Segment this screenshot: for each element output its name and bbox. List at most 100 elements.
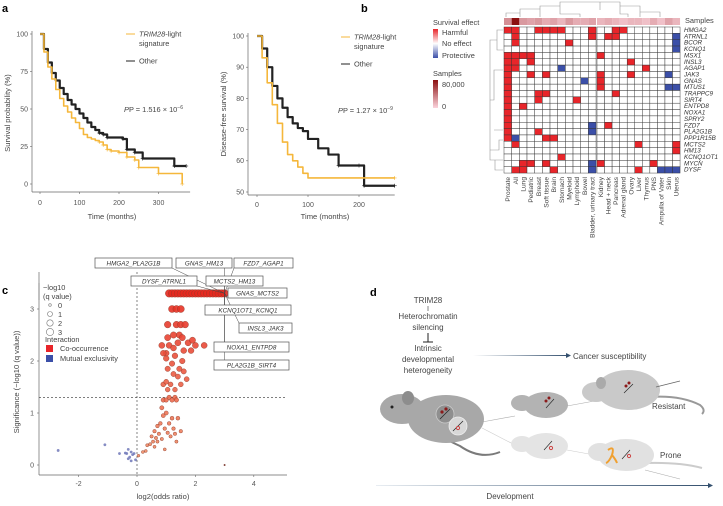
interaction-label: HMGA2_PLA2G1B [107, 260, 161, 267]
co-occurrence-point [158, 342, 166, 349]
samples-cell [619, 18, 628, 25]
heatmap-cell [596, 96, 605, 104]
heatmap-cell [572, 115, 581, 123]
heatmap-cell [619, 128, 628, 136]
panel-label-d: d [370, 287, 377, 299]
heatmap-cell [611, 134, 620, 142]
size-label-0: 0 [58, 301, 62, 310]
samples-cell [573, 18, 581, 25]
heatmap-cell [611, 153, 620, 161]
heterogeneity-label-2: developmental [402, 355, 454, 364]
cancer-type-label: Uterus [674, 176, 681, 196]
interaction-label-box [238, 322, 293, 334]
heatmap-cell [534, 141, 543, 148]
heatmap-cell [557, 122, 566, 129]
co-occurrence-point [162, 426, 167, 431]
interaction-label: PLA2G1B_SIRT4 [227, 362, 277, 369]
heatmap-cell [672, 90, 681, 98]
heatmap-cell [642, 96, 651, 104]
legend-label-light-line2: signature [139, 39, 169, 48]
heatmap-cell [549, 128, 558, 136]
heatmap-cell [619, 71, 628, 79]
interaction-label: GNAS_HM13 [185, 260, 224, 267]
heatmap-cell [549, 58, 558, 66]
heatmap-cell [519, 166, 528, 174]
heatmap-cell [657, 147, 666, 155]
heatmap-cell [619, 134, 628, 142]
heatmap-cell [588, 109, 597, 117]
heatmap-cell [503, 122, 512, 129]
heatmap-cell [604, 33, 613, 40]
heatmap-cell [611, 45, 620, 53]
heatmap-cell [549, 122, 558, 129]
heatmap-cell [572, 83, 581, 91]
co-occurrence-point [154, 436, 158, 440]
heatmap-cell [657, 141, 666, 148]
samples-cell [534, 18, 543, 25]
heatmap-cell [580, 160, 589, 167]
heatmap-cell [572, 141, 581, 148]
heatmap-cell [580, 26, 589, 34]
samples-cell [542, 18, 551, 25]
heatmap-cell [519, 58, 528, 66]
heatmap-cell [649, 71, 658, 79]
heatmap-cell [557, 52, 566, 59]
dendrogram-left [489, 29, 503, 171]
heatmap-cell [611, 128, 620, 136]
co-occurrence-point [173, 397, 179, 403]
cancer-type-label: Skin [666, 177, 673, 190]
heatmap-cell [526, 109, 535, 117]
heatmap-cell [557, 134, 566, 142]
gene-label: AGAP1 [683, 65, 705, 72]
co-occurrence-point [175, 373, 181, 380]
heatmap-cell [526, 64, 535, 72]
heatmap-cell [611, 39, 620, 47]
heatmap-cell [572, 71, 581, 79]
heatmap-cell [596, 166, 605, 174]
co-occurrence-point [145, 443, 150, 448]
heatmap-cell [580, 128, 589, 136]
heatmap-cell [619, 33, 628, 40]
heatmap-cell [649, 96, 658, 104]
heatmap-cell [649, 115, 658, 123]
heatmap-cell [634, 147, 643, 155]
heatmap-cell [619, 153, 628, 161]
heatmap-cell [634, 33, 643, 40]
heatmap-cell [596, 26, 605, 34]
heatmap-cell [664, 166, 673, 174]
heatmap-cell [649, 90, 658, 98]
adult-mouse-prone-icon [588, 439, 703, 480]
gene-label: INSL3 [684, 59, 702, 66]
heatmap-cell [519, 147, 528, 155]
heatmap-cell [511, 141, 520, 148]
heatmap-cell [511, 102, 520, 110]
heatmap-cell [542, 26, 551, 34]
heatmap-cell [557, 77, 566, 85]
heatmap-cell [619, 52, 628, 59]
co-occurrence-point [164, 334, 171, 341]
co-occurrence-point [163, 410, 169, 416]
heatmap-cell [519, 153, 528, 161]
survival-curve-other [40, 32, 187, 168]
heatmap-cell [526, 33, 535, 40]
heatmap-cell [588, 52, 597, 59]
heatmap-cell [572, 102, 581, 110]
size-swatch-1 [47, 311, 53, 317]
heatmap-cell [534, 122, 543, 129]
cancer-type-label: Lung [520, 177, 527, 192]
heatmap-cell [642, 83, 651, 91]
heatmap-cell [672, 102, 681, 110]
co-occurrence-point [173, 431, 177, 436]
gene-label: TRAPPC9 [684, 91, 714, 98]
heatmap-cell [549, 33, 558, 40]
heatmap-cell [634, 122, 643, 129]
samples-legend-title: Samples [433, 69, 462, 78]
heatmap-cell [611, 102, 620, 110]
heatmap-cell [519, 90, 528, 98]
heatmap-cell [549, 141, 558, 148]
survival-curve-trim28-light [257, 35, 395, 179]
heatmap-cell [557, 128, 566, 136]
heatmap-cell [503, 102, 512, 110]
heatmap-cell [580, 96, 589, 104]
heatmap-cell [642, 134, 651, 142]
